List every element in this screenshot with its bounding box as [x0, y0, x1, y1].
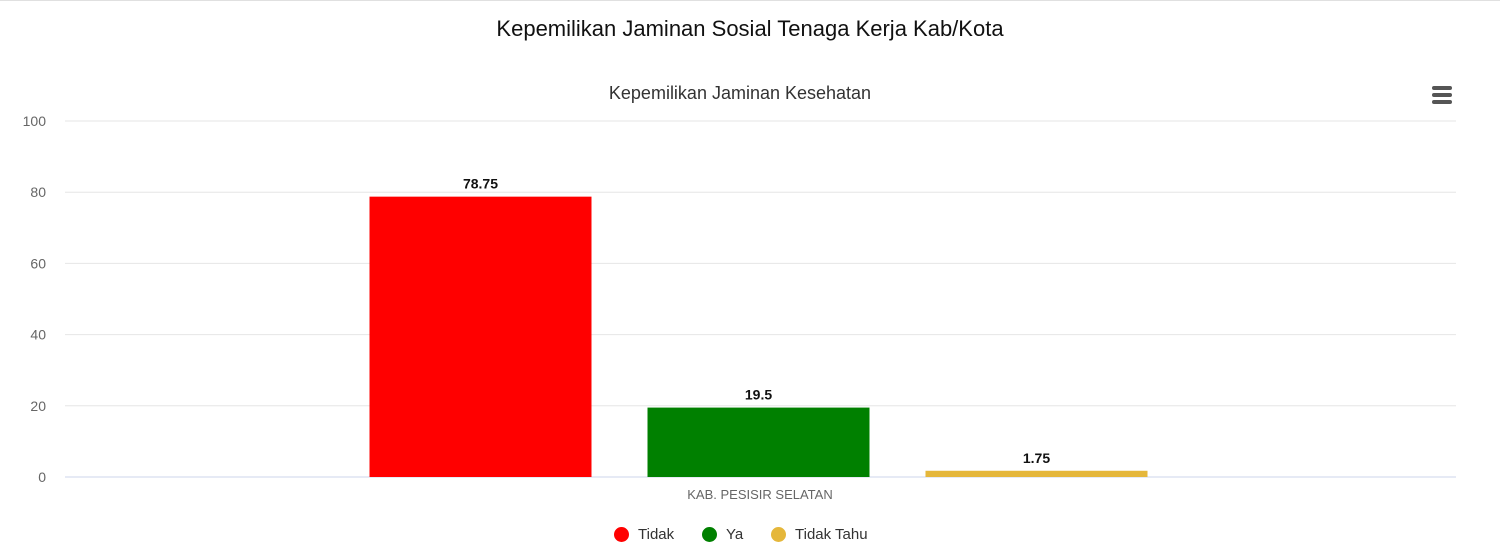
bar-tidak-tahu — [925, 470, 1148, 477]
legend-label-tidak: Tidak — [638, 525, 675, 543]
x-category-label: KAB. PESISIR SELATAN — [687, 487, 832, 502]
legend-marker-tidak-tahu — [771, 526, 786, 542]
top-divider — [0, 0, 1500, 1]
legend-marker-tidak — [614, 526, 629, 542]
y-tick-label: 0 — [38, 469, 46, 485]
chart-legend: Tidak Ya Tidak Tahu — [0, 523, 1500, 545]
data-label-tidak: 78.75 — [463, 176, 498, 192]
legend-marker-ya — [702, 526, 717, 542]
y-tick-label: 60 — [30, 255, 46, 271]
page-title: Kepemilikan Jaminan Sosial Tenaga Kerja … — [496, 16, 1004, 41]
hamburger-menu-icon[interactable] — [1428, 82, 1456, 108]
data-label-ya: 19.5 — [745, 387, 772, 403]
legend-label-ya: Ya — [726, 525, 744, 543]
data-label-tidak-tahu: 1.75 — [1023, 450, 1050, 466]
bar-tidak — [369, 196, 592, 477]
y-tick-label: 80 — [30, 184, 46, 200]
chart-title: Kepemilikan Jaminan Kesehatan — [609, 83, 871, 103]
legend-item-tidak[interactable]: Tidak — [614, 523, 674, 545]
y-tick-label: 40 — [30, 327, 46, 343]
legend-label-tidak-tahu: Tidak Tahu — [795, 525, 868, 543]
legend-item-ya[interactable]: Ya — [702, 523, 743, 545]
y-tick-label: 100 — [23, 113, 47, 129]
legend-item-tidak-tahu[interactable]: Tidak Tahu — [771, 523, 868, 545]
y-tick-label: 20 — [30, 398, 46, 414]
bar-ya — [647, 407, 870, 477]
